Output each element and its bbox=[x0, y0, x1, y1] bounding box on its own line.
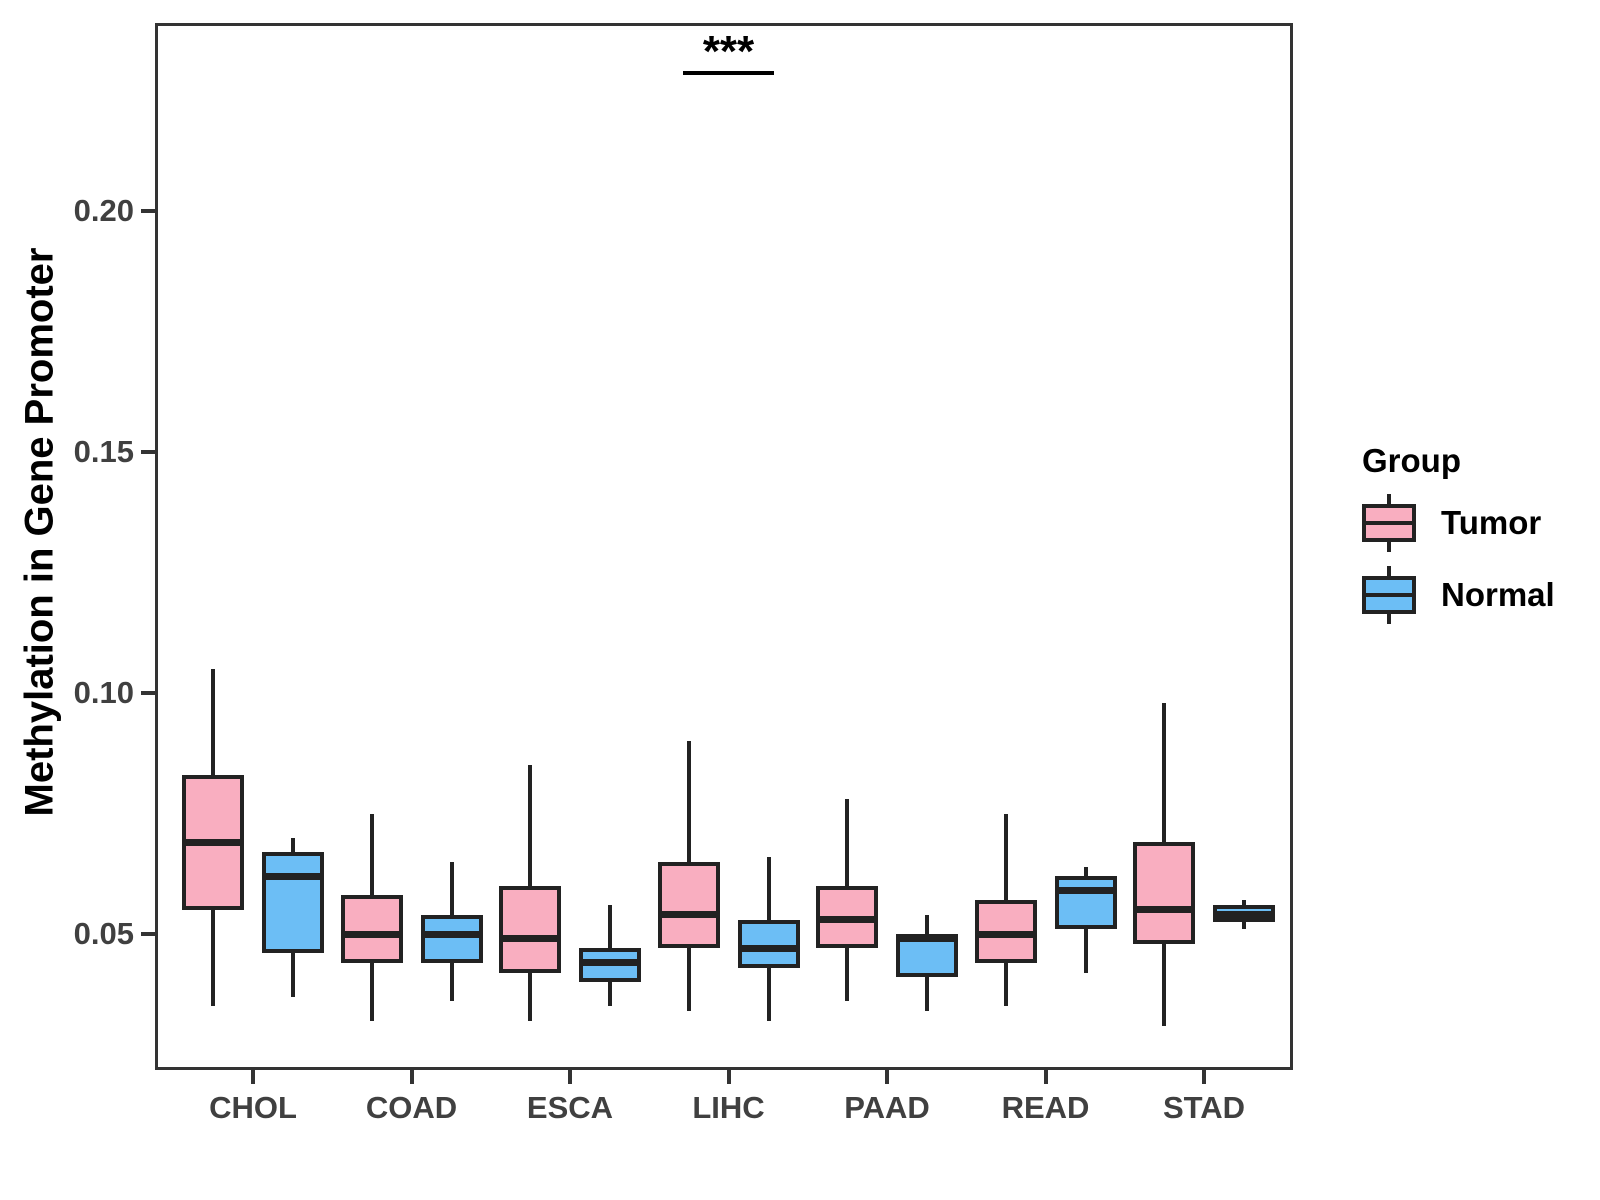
x-tick-mark bbox=[726, 1070, 731, 1084]
legend-entry-tumor: Tumor bbox=[1362, 494, 1592, 552]
x-tick-label-coad: COAD bbox=[365, 1090, 458, 1125]
box-lihc-tumor bbox=[657, 861, 720, 949]
significance-stars: *** bbox=[702, 27, 755, 76]
y-tick-label: 0.10 bbox=[73, 675, 134, 710]
median-read-normal bbox=[1054, 887, 1117, 895]
median-paad-normal bbox=[896, 935, 958, 943]
x-tick-mark bbox=[251, 1070, 255, 1084]
median-chol-tumor bbox=[182, 838, 244, 846]
legend-entries: Tumor Normal bbox=[1362, 494, 1592, 624]
box-coad-tumor bbox=[340, 895, 403, 963]
median-lihc-normal bbox=[737, 944, 800, 952]
box-esca-tumor bbox=[499, 885, 561, 973]
x-tick-label-chol: CHOL bbox=[209, 1090, 297, 1125]
median-esca-tumor bbox=[499, 935, 561, 943]
legend-key-median bbox=[1362, 593, 1416, 597]
legend-key-boxplot-icon bbox=[1362, 494, 1416, 552]
y-tick-mark bbox=[141, 932, 155, 936]
y-tick-mark bbox=[141, 209, 155, 213]
median-read-tumor bbox=[974, 930, 1037, 938]
x-tick-label-read: READ bbox=[1001, 1090, 1090, 1125]
median-chol-normal bbox=[262, 872, 324, 880]
box-read-normal bbox=[1054, 876, 1117, 930]
x-tick-mark bbox=[409, 1070, 414, 1084]
box-coad-normal bbox=[420, 914, 483, 963]
legend-entry-normal: Normal bbox=[1362, 566, 1592, 624]
y-tick-label: 0.05 bbox=[73, 916, 134, 951]
median-stad-normal bbox=[1213, 911, 1275, 919]
legend-key-median bbox=[1362, 521, 1416, 525]
legend: Group Tumor Normal bbox=[1362, 442, 1592, 624]
x-tick-mark bbox=[568, 1070, 572, 1084]
legend-label-normal: Normal bbox=[1441, 576, 1555, 613]
median-coad-normal bbox=[420, 930, 483, 938]
x-tick-label-lihc: LIHC bbox=[692, 1090, 765, 1125]
significance-line bbox=[683, 71, 774, 75]
x-tick-mark bbox=[1043, 1070, 1048, 1084]
x-tick-mark bbox=[1202, 1070, 1206, 1084]
median-stad-tumor bbox=[1133, 906, 1195, 914]
x-tick-mark bbox=[885, 1070, 889, 1084]
y-tick-label: 0.20 bbox=[73, 193, 134, 228]
y-tick-mark bbox=[141, 450, 155, 454]
median-esca-normal bbox=[579, 959, 641, 967]
x-tick-label-paad: PAAD bbox=[844, 1090, 930, 1125]
box-stad-tumor bbox=[1133, 842, 1195, 944]
median-lihc-tumor bbox=[657, 911, 720, 919]
x-tick-label-stad: STAD bbox=[1162, 1090, 1246, 1125]
x-tick-label-esca: ESCA bbox=[526, 1090, 614, 1125]
box-chol-normal bbox=[262, 852, 324, 954]
median-coad-tumor bbox=[340, 930, 403, 938]
y-axis-title: Methylation in Gene Promoter bbox=[17, 247, 62, 817]
median-paad-tumor bbox=[816, 916, 878, 924]
y-tick-label: 0.15 bbox=[73, 434, 134, 469]
y-tick-mark bbox=[141, 691, 155, 695]
box-lihc-normal bbox=[737, 919, 800, 968]
legend-key-boxplot-icon bbox=[1362, 566, 1416, 624]
legend-label-tumor: Tumor bbox=[1441, 504, 1542, 541]
legend-title: Group bbox=[1362, 442, 1461, 479]
